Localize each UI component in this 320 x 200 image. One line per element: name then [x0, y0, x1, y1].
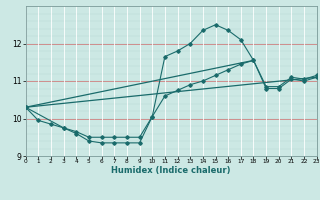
- X-axis label: Humidex (Indice chaleur): Humidex (Indice chaleur): [111, 166, 231, 175]
